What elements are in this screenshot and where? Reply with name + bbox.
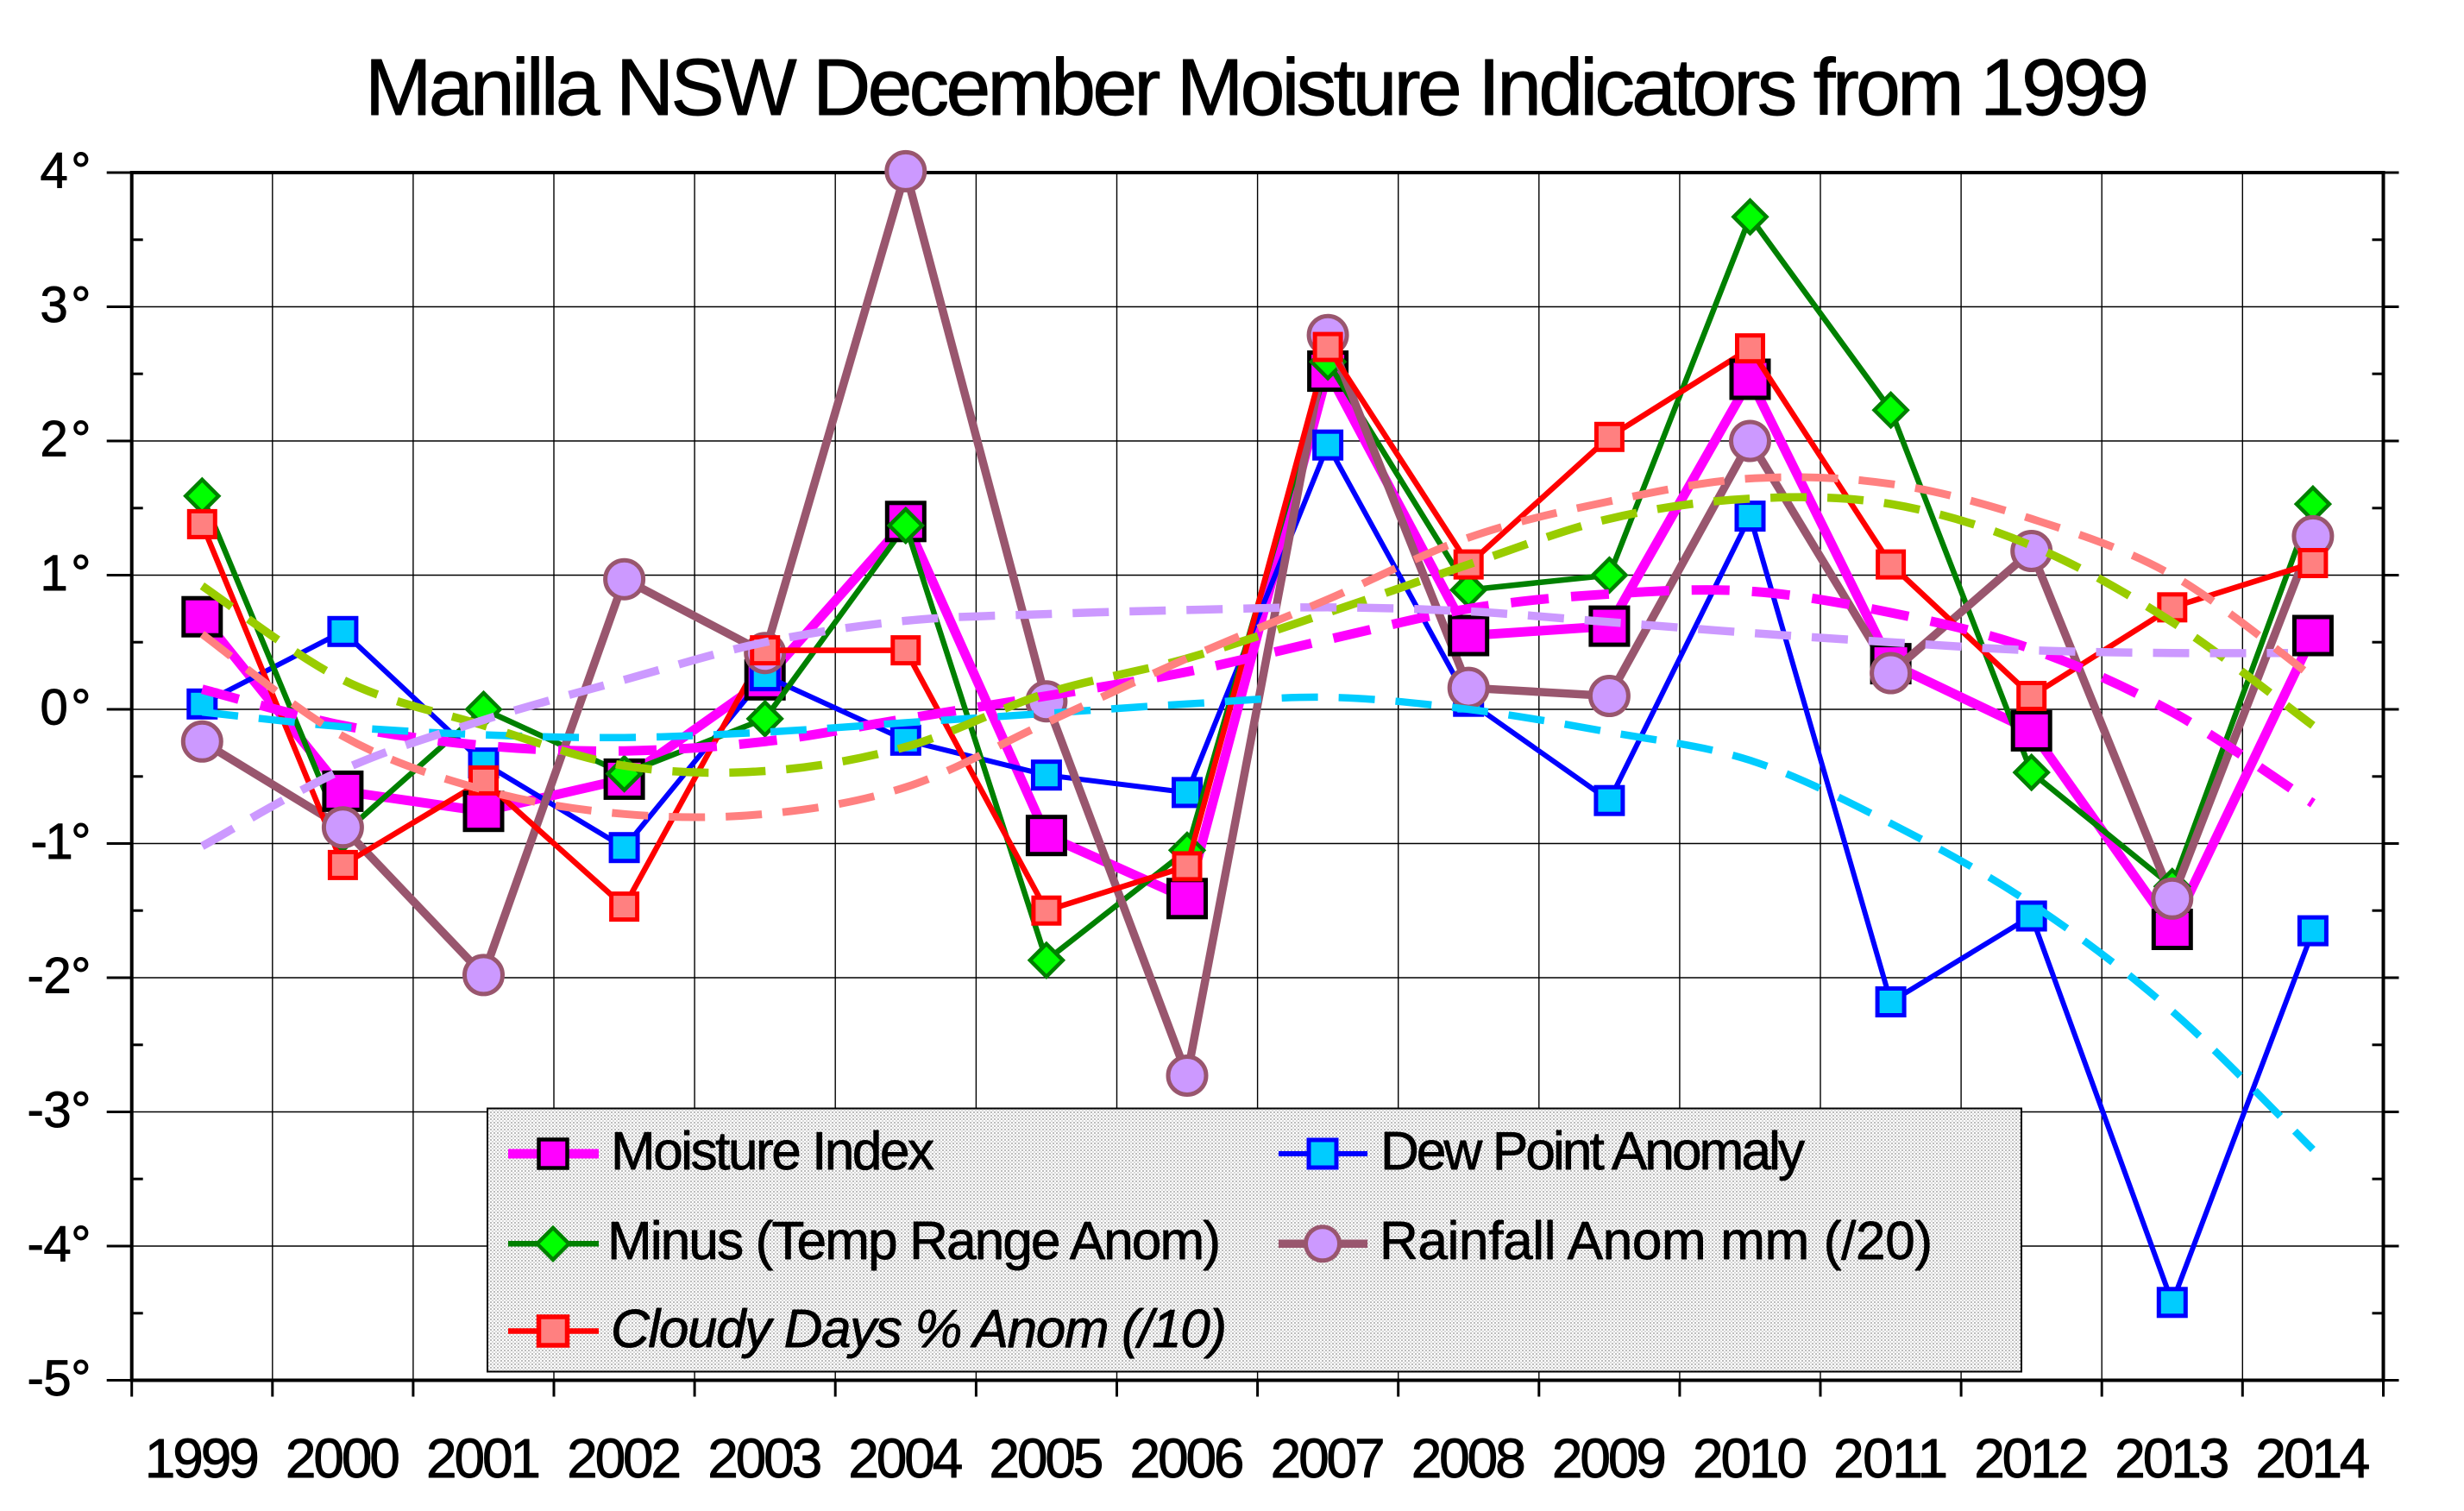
svg-text:1999: 1999	[145, 1427, 260, 1489]
svg-text:-1°: -1°	[31, 814, 91, 870]
svg-text:4°: 4°	[41, 143, 91, 199]
svg-text:0°: 0°	[41, 680, 91, 736]
svg-text:Cloudy Days % Anom (/10): Cloudy Days % Anom (/10)	[611, 1300, 1227, 1359]
svg-text:2014: 2014	[2255, 1427, 2370, 1489]
svg-text:-3°: -3°	[28, 1082, 91, 1138]
svg-text:1°: 1°	[41, 545, 91, 601]
svg-text:2000: 2000	[286, 1427, 400, 1489]
svg-text:-4°: -4°	[28, 1217, 91, 1273]
svg-text:2011: 2011	[1833, 1427, 1948, 1489]
svg-text:2006: 2006	[1130, 1427, 1245, 1489]
svg-text:2010: 2010	[1693, 1427, 1807, 1489]
svg-text:2°: 2°	[41, 412, 91, 468]
svg-text:Dew Point Anomaly: Dew Point Anomaly	[1380, 1122, 1805, 1181]
svg-text:2003: 2003	[707, 1427, 822, 1489]
svg-text:2009: 2009	[1552, 1427, 1667, 1489]
svg-text:-5°: -5°	[28, 1350, 91, 1407]
svg-text:Rainfall Anom mm (/20): Rainfall Anom mm (/20)	[1380, 1212, 1933, 1271]
svg-text:2013: 2013	[2115, 1427, 2229, 1489]
svg-text:2002: 2002	[567, 1427, 682, 1489]
svg-text:3°: 3°	[41, 277, 91, 333]
svg-text:2004: 2004	[848, 1427, 963, 1489]
svg-text:2005: 2005	[989, 1427, 1103, 1489]
svg-text:Moisture Index: Moisture Index	[611, 1122, 934, 1181]
svg-text:Minus (Temp Range Anom): Minus (Temp Range Anom)	[607, 1212, 1221, 1271]
svg-text:2007: 2007	[1271, 1427, 1386, 1489]
svg-text:2001: 2001	[426, 1427, 541, 1489]
svg-text:2008: 2008	[1411, 1427, 1526, 1489]
svg-text:Manilla NSW December Moisture: Manilla NSW December Moisture Indicators…	[365, 42, 2149, 132]
svg-text:-2°: -2°	[28, 948, 91, 1004]
svg-text:2012: 2012	[1974, 1427, 2089, 1489]
